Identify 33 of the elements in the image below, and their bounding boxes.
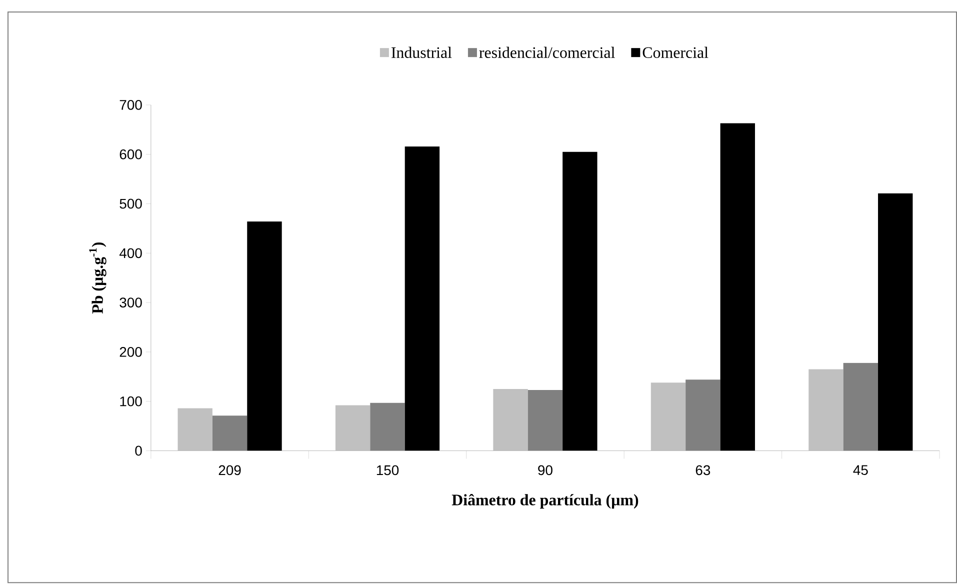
legend-label: Industrial <box>392 46 452 58</box>
x-tick-label: 63 <box>696 465 710 476</box>
bar <box>720 123 755 451</box>
y-tick-label: 500 <box>120 198 142 209</box>
legend-label: residencial/comercial <box>479 46 615 58</box>
bar <box>650 382 686 451</box>
y-axis-title: Pb (µg.g$^{-1}$) <box>89 242 106 314</box>
x-tick-label: 150 <box>376 465 399 476</box>
bar <box>178 408 212 451</box>
bar <box>528 390 563 451</box>
bar <box>878 194 913 451</box>
bar <box>686 380 720 451</box>
bar <box>493 389 528 451</box>
y-tick-label: 400 <box>119 248 142 258</box>
y-tick-label: 100 <box>120 396 142 406</box>
bar <box>562 152 598 451</box>
bar <box>335 405 370 451</box>
y-tick-label: 300 <box>120 298 142 308</box>
bar <box>212 416 248 451</box>
bar <box>808 369 844 451</box>
x-tick-label: 209 <box>218 465 241 476</box>
bar <box>370 402 405 451</box>
y-tick-label: 600 <box>120 150 142 160</box>
bar <box>404 146 440 451</box>
bar <box>247 222 282 451</box>
x-axis-title: Diâmetro de partícula (µm) <box>452 494 638 509</box>
y-tick-label: 0 <box>135 446 142 456</box>
x-tick-label: 90 <box>538 465 552 476</box>
bar <box>843 362 878 451</box>
y-tick-label: 700 <box>120 100 142 110</box>
legend-label: Comercial <box>642 46 708 58</box>
y-tick-label: 200 <box>120 347 142 358</box>
x-tick-label: 45 <box>853 465 868 476</box>
